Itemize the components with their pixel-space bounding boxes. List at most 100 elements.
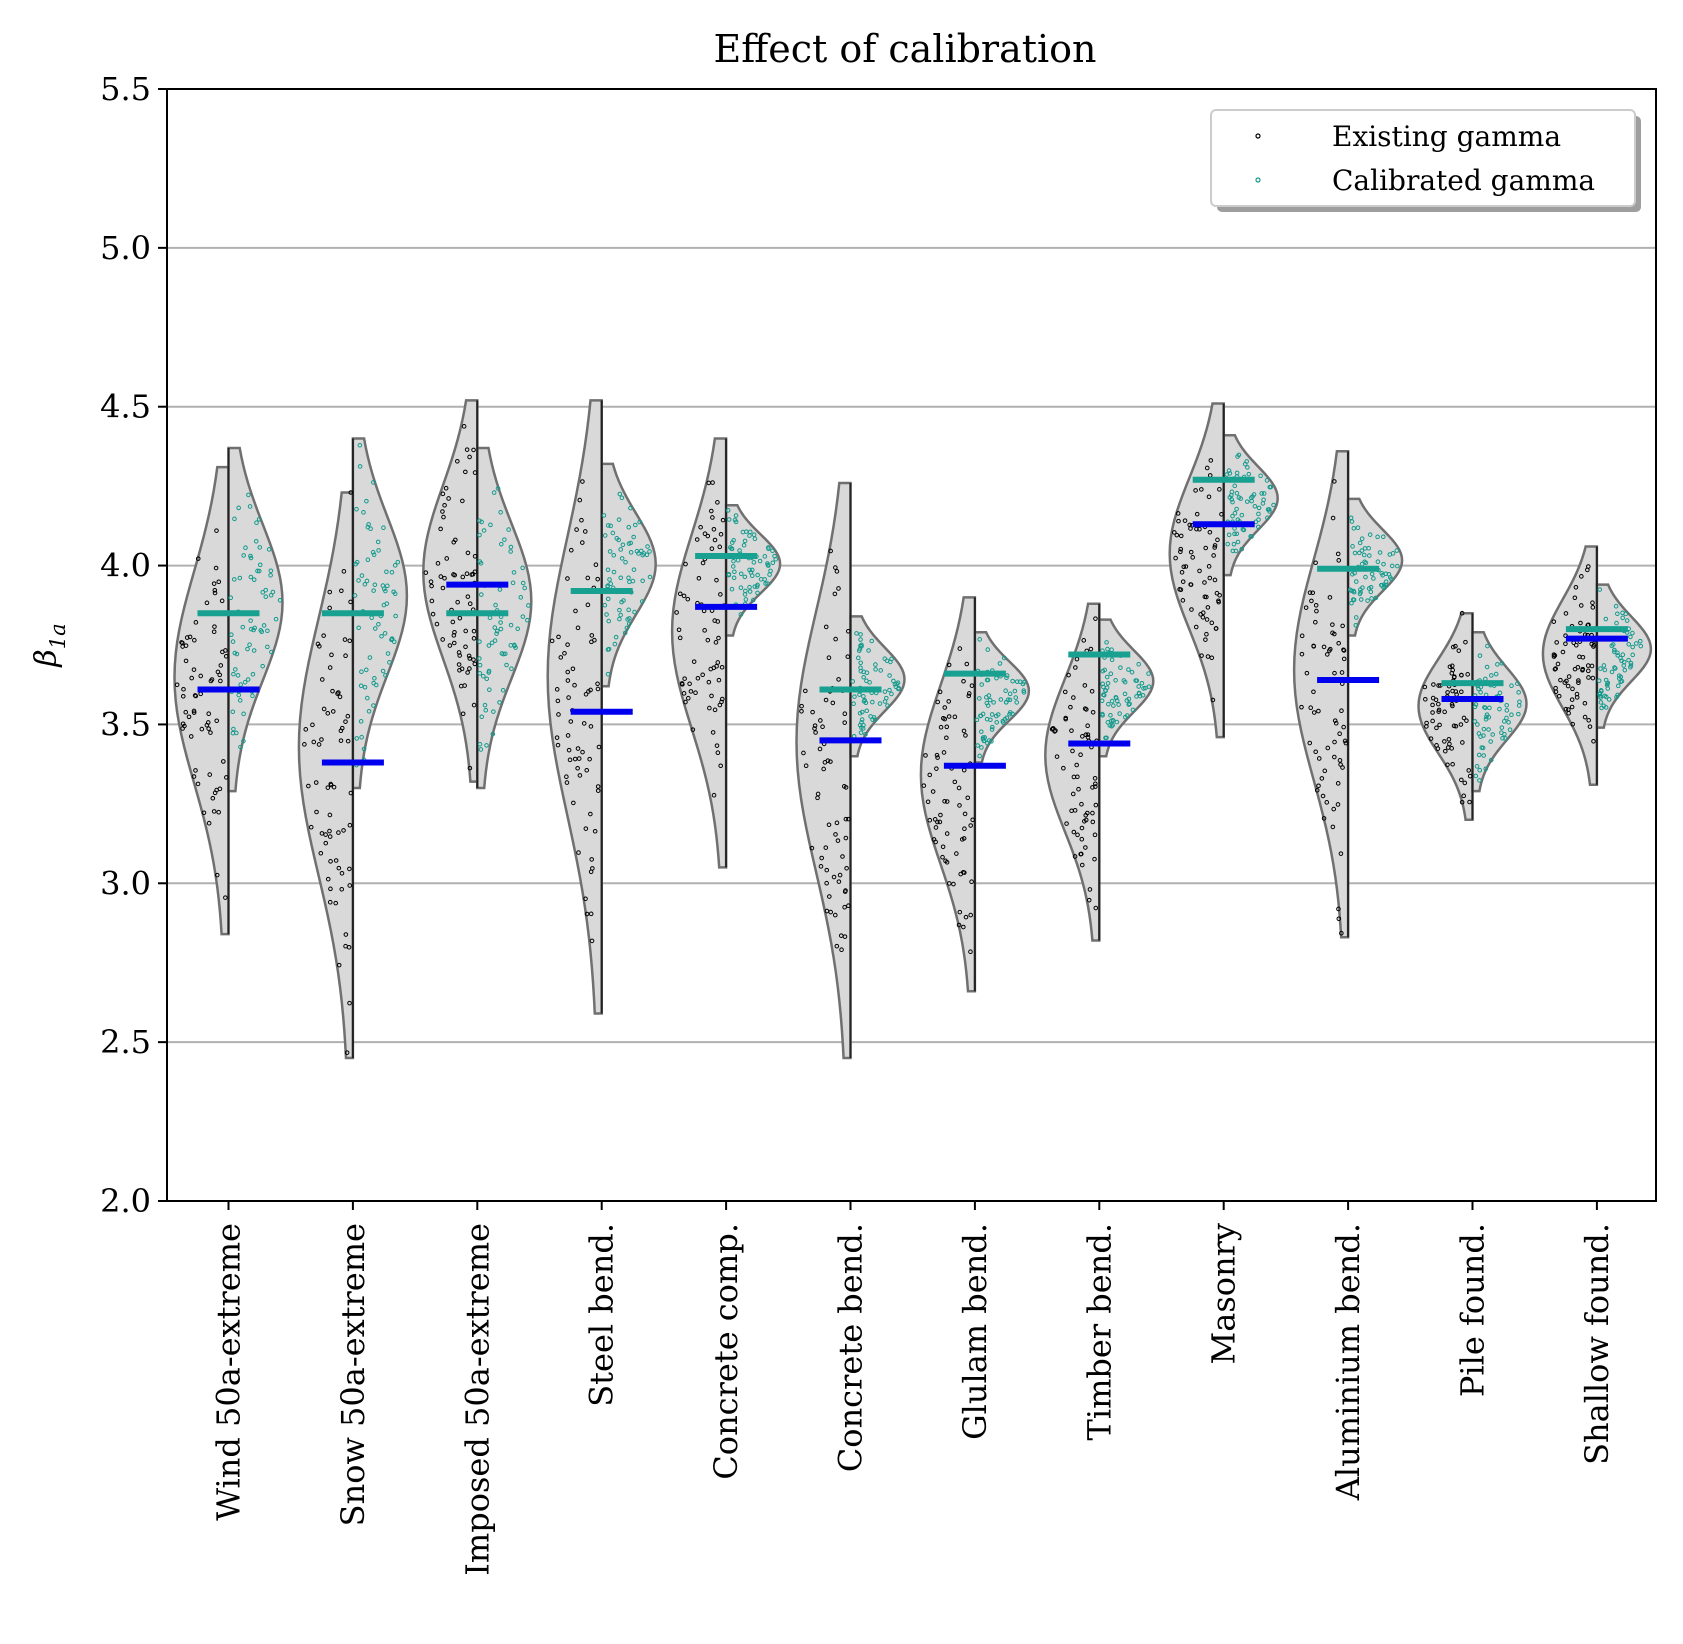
point-calibrated: [1476, 731, 1482, 736]
point-calibrated: [974, 717, 980, 723]
point-calibrated: [1473, 773, 1479, 779]
point-existing: [1551, 652, 1557, 657]
point-existing: [319, 677, 325, 682]
point-existing: [1450, 761, 1455, 767]
point-calibrated: [630, 578, 636, 584]
point-existing: [575, 746, 581, 751]
point-existing: [1090, 819, 1096, 825]
point-calibrated: [364, 498, 369, 504]
point-existing: [1586, 564, 1591, 569]
point-existing: [327, 834, 333, 839]
point-calibrated: [752, 584, 758, 589]
point-existing: [337, 694, 343, 700]
point-existing: [327, 899, 333, 905]
point-existing: [835, 838, 841, 843]
violin-right-calibrated: [724, 503, 782, 637]
point-existing: [709, 693, 714, 699]
point-existing: [1459, 610, 1465, 616]
point-calibrated: [1226, 532, 1232, 538]
point-calibrated: [238, 744, 243, 750]
point-existing: [845, 654, 851, 659]
point-calibrated: [869, 638, 875, 644]
point-calibrated: [1380, 534, 1386, 540]
point-calibrated: [738, 585, 744, 591]
point-existing: [1450, 644, 1456, 650]
point-existing: [321, 633, 326, 638]
point-calibrated: [1003, 700, 1009, 705]
point-calibrated: [626, 524, 632, 530]
point-calibrated: [1477, 653, 1483, 658]
violin-right-calibrated: [1471, 631, 1528, 793]
point-existing: [460, 498, 465, 504]
point-calibrated: [509, 666, 514, 672]
point-existing: [1303, 605, 1309, 610]
point-existing: [183, 658, 189, 664]
point-calibrated: [1394, 548, 1400, 553]
point-calibrated: [1359, 548, 1365, 553]
point-existing: [1563, 706, 1569, 712]
point-existing: [1081, 638, 1087, 643]
point-existing: [1453, 643, 1458, 649]
point-existing: [575, 765, 580, 771]
point-calibrated: [1482, 705, 1487, 710]
point-existing: [556, 634, 561, 640]
point-existing: [314, 809, 319, 815]
point-existing: [815, 791, 821, 797]
point-existing: [455, 599, 460, 605]
point-calibrated: [356, 625, 361, 631]
point-existing: [345, 738, 351, 744]
point-calibrated: [1249, 534, 1254, 539]
point-calibrated: [1366, 545, 1371, 551]
point-existing: [968, 949, 973, 955]
point-existing: [198, 673, 204, 679]
point-calibrated: [1256, 505, 1262, 511]
point-existing: [966, 691, 972, 696]
point-existing: [471, 447, 476, 453]
point-calibrated: [617, 491, 623, 497]
point-calibrated: [234, 651, 240, 657]
point-existing: [348, 790, 354, 796]
point-existing: [1555, 661, 1561, 667]
point-calibrated: [241, 553, 246, 558]
point-existing: [463, 628, 469, 634]
point-calibrated: [614, 536, 620, 541]
point-calibrated: [878, 668, 884, 673]
point-calibrated: [230, 639, 236, 644]
point-existing: [1088, 646, 1094, 652]
point-existing: [1299, 704, 1304, 710]
point-calibrated: [1250, 494, 1255, 499]
point-calibrated: [757, 558, 763, 564]
point-calibrated: [1367, 532, 1373, 537]
point-existing: [1451, 675, 1457, 680]
point-calibrated: [1499, 730, 1504, 736]
point-existing: [718, 531, 724, 537]
point-calibrated: [605, 596, 611, 602]
point-calibrated: [1021, 688, 1027, 693]
point-calibrated: [477, 671, 483, 676]
point-calibrated: [1007, 711, 1012, 717]
point-calibrated: [257, 545, 263, 550]
point-calibrated: [1500, 735, 1505, 741]
point-calibrated: [510, 580, 516, 586]
point-existing: [1314, 787, 1320, 793]
point-existing: [1436, 709, 1441, 714]
point-calibrated: [486, 670, 492, 675]
point-existing: [933, 825, 939, 830]
point-existing: [940, 716, 946, 721]
point-calibrated: [1619, 678, 1625, 684]
point-calibrated: [1105, 720, 1111, 725]
point-existing: [588, 687, 593, 693]
point-existing: [716, 677, 722, 683]
point-calibrated: [1110, 722, 1115, 728]
point-existing: [817, 746, 823, 752]
point-existing: [696, 575, 702, 581]
point-calibrated: [241, 738, 246, 744]
point-calibrated: [1111, 703, 1116, 708]
point-existing: [347, 883, 353, 888]
violin-left-existing: [546, 399, 603, 1015]
point-calibrated: [494, 631, 499, 636]
point-calibrated: [1501, 719, 1507, 724]
point-calibrated: [989, 739, 994, 744]
point-existing: [1204, 631, 1209, 637]
point-existing: [347, 638, 353, 644]
